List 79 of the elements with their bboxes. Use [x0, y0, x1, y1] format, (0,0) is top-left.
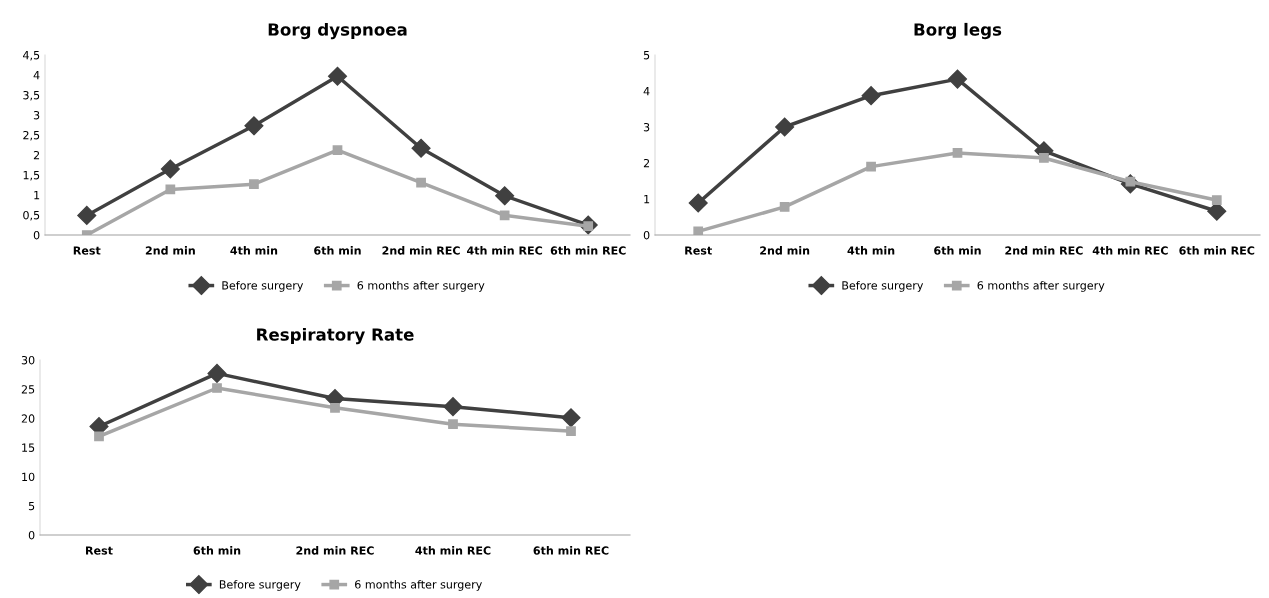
point: [443, 397, 463, 417]
y-tick-label: 2,5: [23, 130, 40, 141]
y-tick-label: 0,5: [23, 210, 40, 221]
x-tick-label: 6th min REC: [1179, 246, 1255, 255]
x-tick-label: 2nd min REC: [382, 246, 460, 255]
point: [160, 159, 180, 179]
point: [448, 419, 458, 430]
point: [566, 426, 576, 437]
y-tick-label: 4,5: [23, 51, 40, 61]
y-tick-label: 15: [22, 443, 35, 452]
point: [952, 148, 963, 158]
y-tick-label: 3: [33, 110, 40, 120]
y-tick-label: 4: [33, 71, 40, 80]
point: [561, 408, 581, 428]
x-tick-label: 6th min: [314, 246, 361, 255]
y-tick-label: 5: [643, 51, 650, 60]
x-tick-label: 6th min REC: [550, 246, 626, 255]
legend-label: 6 months after surgery: [977, 281, 1105, 292]
legend-label: Before surgery: [222, 281, 304, 292]
chart-title: Borg dyspnoea: [268, 22, 407, 40]
y-tick-label: 1: [644, 195, 650, 204]
y-tick-label: 20: [21, 414, 35, 423]
y-tick-label: 1: [34, 191, 40, 200]
point: [947, 69, 968, 89]
x-tick-label: Rest: [73, 246, 101, 255]
point: [861, 86, 881, 106]
point: [249, 179, 259, 190]
point: [688, 193, 708, 213]
y-tick-label: 4: [643, 87, 650, 96]
x-tick-label: 4th min REC: [1092, 246, 1168, 255]
y-tick-label: 0: [33, 230, 40, 240]
x-tick-label: 6th min REC: [533, 546, 609, 555]
x-tick-label: Rest: [685, 246, 712, 255]
point: [94, 431, 104, 442]
y-tick-label: 3,5: [23, 90, 40, 101]
legend-label: 6 months after surgery: [355, 580, 482, 591]
y-tick-label: 1,5: [23, 171, 40, 181]
point: [165, 184, 176, 195]
x-tick-label: 2nd min: [760, 246, 810, 255]
point: [207, 363, 227, 383]
point: [327, 66, 348, 86]
point: [499, 210, 510, 221]
y-tick-label: 30: [21, 355, 35, 365]
point: [1211, 195, 1222, 205]
legend-label: Before surgery: [219, 580, 301, 591]
x-tick-label: 4th min: [230, 246, 278, 255]
y-tick-label: 2: [33, 150, 40, 160]
x-tick-label: Rest: [86, 546, 113, 555]
chart-title: Borg legs: [914, 22, 1002, 40]
point: [77, 205, 97, 225]
y-tick-label: 2: [643, 158, 650, 168]
point: [212, 383, 222, 393]
point: [332, 145, 343, 156]
point: [330, 402, 340, 413]
y-tick-label: 3: [643, 122, 650, 132]
x-tick-label: 4th min: [847, 246, 895, 255]
x-tick-label: 2nd min: [145, 246, 195, 255]
point: [1039, 153, 1049, 163]
x-tick-label: 2nd min REC: [296, 546, 374, 555]
point: [411, 138, 431, 158]
x-tick-label: 2nd min REC: [1005, 246, 1083, 255]
y-tick-label: 5: [28, 501, 35, 511]
point: [866, 161, 876, 172]
y-tick-label: 0: [643, 230, 650, 240]
x-tick-label: 6th min: [193, 546, 241, 555]
chart-title: Respiratory Rate: [257, 327, 414, 345]
point: [495, 186, 515, 206]
x-tick-label: 4th min REC: [467, 246, 543, 255]
point: [779, 202, 790, 212]
y-tick-label: 10: [22, 472, 35, 482]
x-tick-label: 6th min: [934, 246, 981, 255]
legend-label: 6 months after surgery: [357, 281, 485, 292]
y-tick-label: 25: [21, 385, 35, 394]
point: [416, 177, 426, 188]
x-tick-label: 4th min REC: [415, 546, 491, 555]
y-tick-label: 0: [28, 530, 35, 540]
point: [775, 117, 795, 137]
legend-label: Before surgery: [842, 281, 924, 292]
point: [244, 116, 264, 136]
